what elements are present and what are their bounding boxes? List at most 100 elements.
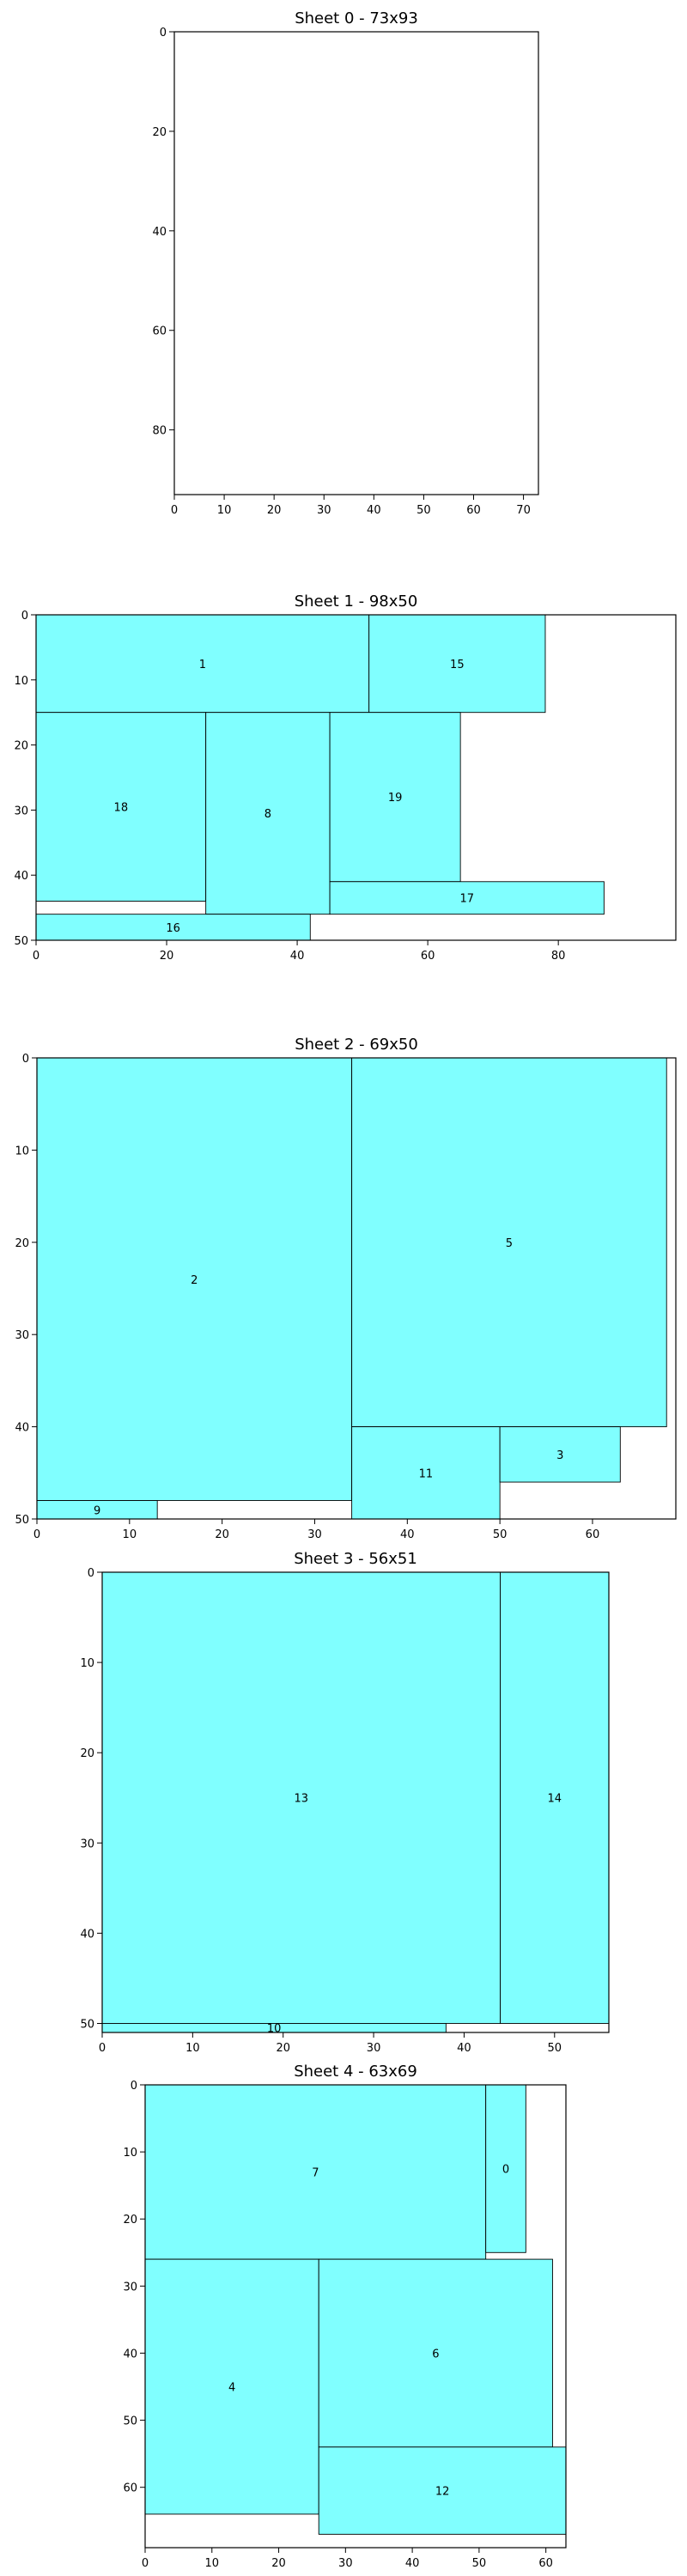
- y-tick-label: 10: [80, 1657, 94, 1670]
- sheet-title: Sheet 3 - 56x51: [294, 1550, 417, 1568]
- x-tick-label: 50: [472, 2557, 487, 2570]
- y-tick-label: 30: [80, 1838, 94, 1850]
- y-tick-label: 80: [152, 425, 167, 438]
- x-tick-label: 30: [367, 2042, 381, 2055]
- x-tick-label: 10: [185, 2042, 200, 2055]
- x-tick-label: 10: [123, 1528, 137, 1541]
- x-tick-label: 60: [421, 950, 435, 963]
- x-tick-label: 40: [290, 950, 305, 963]
- x-tick-label: 60: [538, 2557, 553, 2570]
- x-tick-label: 0: [99, 2042, 106, 2055]
- piece-label-11: 11: [419, 1467, 434, 1480]
- y-tick-label: 40: [152, 226, 167, 239]
- y-tick-label: 10: [14, 675, 28, 688]
- piece-rect-1: [35, 614, 370, 714]
- piece-label-19: 19: [388, 792, 403, 805]
- axes-frame: [101, 1571, 610, 2033]
- sheet-title: Sheet 1 - 98x50: [295, 592, 418, 611]
- piece-label-14: 14: [548, 1793, 562, 1806]
- piece-rect-5: [351, 1057, 667, 1428]
- piece-rect-0: [485, 2084, 526, 2253]
- piece-label-9: 9: [94, 1504, 100, 1517]
- x-tick-label: 60: [466, 504, 481, 517]
- piece-rect-13: [101, 1571, 502, 2024]
- y-tick-label: 0: [22, 1053, 29, 1066]
- y-tick-label: 50: [123, 2415, 137, 2428]
- piece-label-17: 17: [459, 893, 474, 906]
- y-tick-label: 20: [80, 1747, 94, 1760]
- piece-label-6: 6: [432, 2348, 439, 2360]
- piece-rect-17: [329, 881, 605, 915]
- piece-rect-8: [205, 712, 331, 915]
- x-tick-label: 10: [205, 2557, 220, 2570]
- y-tick-label: 40: [80, 1928, 94, 1941]
- x-tick-label: 40: [405, 2557, 420, 2570]
- x-tick-label: 80: [551, 950, 566, 963]
- x-tick-label: 30: [317, 504, 331, 517]
- piece-rect-4: [144, 2258, 319, 2515]
- sheet-panel-1: Sheet 1 - 98x50 1 15 18 8 19 17 16 0 20 40 60 80 0 10 2…: [14, 592, 677, 963]
- sheet-title: Sheet 2 - 69x50: [295, 1036, 418, 1054]
- piece-label-12: 12: [435, 2486, 450, 2499]
- y-tick-label: 50: [80, 2018, 94, 2031]
- y-tick-label: 20: [152, 126, 167, 139]
- y-tick-label: 10: [15, 1145, 29, 1157]
- sheet-panel-3: Sheet 3 - 56x51 13 14 10 0 10 20 30 40 50 0 10 20 30 4…: [80, 1550, 610, 2055]
- y-tick-label: 50: [14, 935, 28, 948]
- x-tick-label: 20: [271, 2557, 286, 2570]
- y-tick-label: 40: [123, 2348, 137, 2360]
- piece-label-16: 16: [166, 922, 180, 935]
- y-tick-label: 50: [15, 1514, 29, 1527]
- sheet-panel-0: Sheet 0 - 73x93 0 10 20 30 40 50 60 70 0 20 40 60 80: [152, 9, 539, 517]
- sheet-title: Sheet 4 - 63x69: [294, 2063, 417, 2081]
- y-tick-label: 0: [21, 610, 28, 623]
- y-tick-label: 30: [15, 1329, 29, 1342]
- y-tick-label: 0: [131, 2080, 137, 2093]
- x-tick-label: 70: [516, 504, 531, 517]
- piece-rect-14: [500, 1571, 610, 2024]
- x-tick-label: 0: [33, 1528, 40, 1541]
- y-tick-label: 20: [14, 740, 28, 753]
- sheet-panel-2: Sheet 2 - 69x50 2 5 11 3 9 0 10 20 30 40 50 60 0 10 20 3…: [15, 1036, 677, 1541]
- x-tick-label: 0: [33, 950, 40, 963]
- piece-label-15: 15: [450, 659, 465, 671]
- piece-rect-6: [318, 2258, 553, 2448]
- axes-frame: [36, 1057, 677, 1520]
- x-tick-label: 40: [367, 504, 381, 517]
- y-tick-label: 60: [152, 325, 167, 338]
- x-tick-label: 20: [276, 2042, 290, 2055]
- x-tick-label: 40: [457, 2042, 471, 2055]
- piece-rect-2: [36, 1057, 353, 1501]
- y-tick-label: 0: [160, 27, 167, 39]
- x-tick-label: 40: [400, 1528, 415, 1541]
- piece-label-10: 10: [267, 2023, 282, 2036]
- y-tick-label: 0: [88, 1567, 94, 1580]
- x-tick-label: 50: [493, 1528, 508, 1541]
- y-tick-label: 30: [14, 805, 28, 817]
- x-tick-label: 50: [548, 2042, 562, 2055]
- piece-label-13: 13: [295, 1793, 309, 1806]
- piece-label-18: 18: [114, 802, 129, 815]
- x-tick-label: 30: [338, 2557, 353, 2570]
- piece-rect-7: [144, 2084, 487, 2260]
- y-tick-label: 10: [123, 2147, 137, 2160]
- y-tick-label: 20: [15, 1237, 29, 1250]
- y-tick-label: 40: [14, 870, 28, 883]
- piece-label-3: 3: [556, 1449, 563, 1462]
- sheet-panel-4: Sheet 4 - 63x69 7 0 4 6 12 0 10 20 30 40 50 60 0 10 20 3…: [123, 2063, 567, 2570]
- piece-rect-3: [499, 1426, 621, 1483]
- piece-rect-11: [351, 1426, 501, 1520]
- piece-rect-18: [35, 712, 207, 902]
- x-tick-label: 60: [586, 1528, 600, 1541]
- sheet-title: Sheet 0 - 73x93: [295, 9, 418, 27]
- y-tick-label: 20: [123, 2214, 137, 2227]
- piece-label-1: 1: [199, 659, 206, 671]
- piece-rect-15: [368, 614, 546, 714]
- y-tick-label: 60: [123, 2482, 137, 2495]
- piece-label-5: 5: [506, 1237, 513, 1250]
- x-tick-label: 20: [267, 504, 282, 517]
- axes-frame: [35, 614, 677, 941]
- axes-frame: [173, 31, 539, 495]
- x-tick-label: 0: [142, 2557, 149, 2570]
